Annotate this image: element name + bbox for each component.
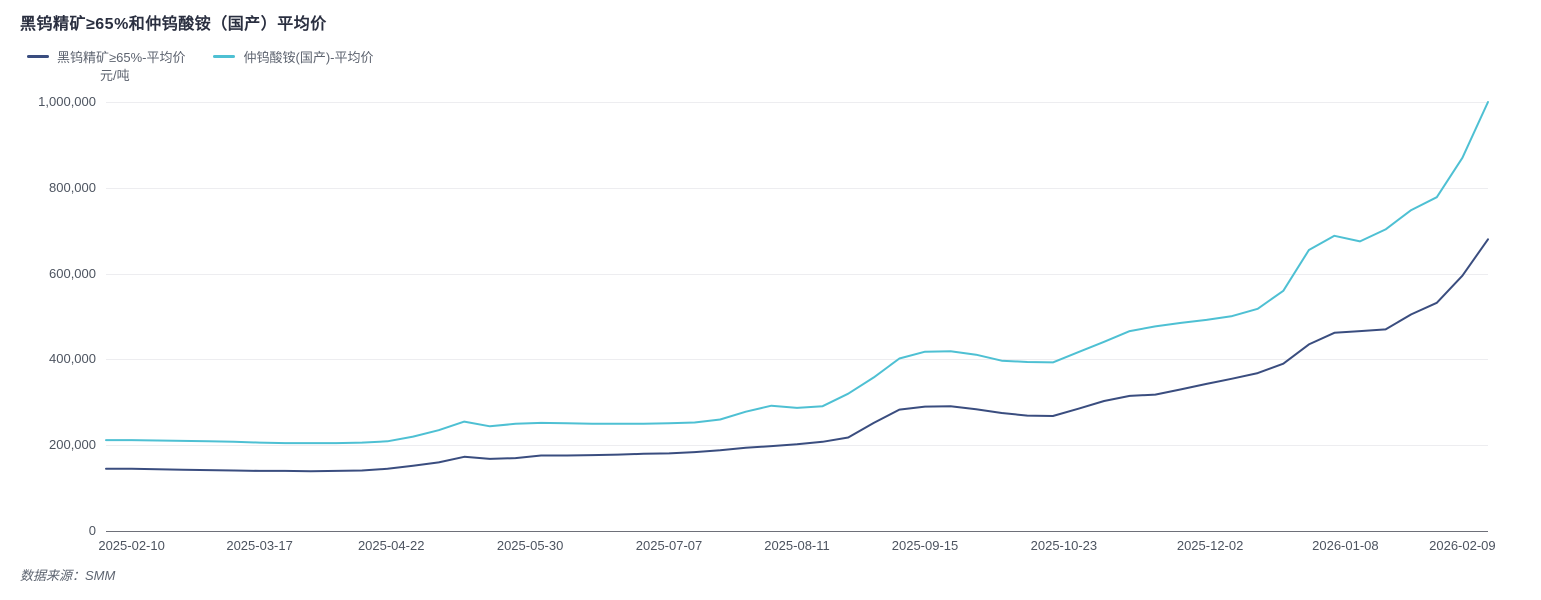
legend-item-1[interactable]: 仲钨酸铵(国产)-平均价 (213, 47, 373, 66)
x-axis-tick-label: 2026-01-08 (1312, 538, 1379, 553)
x-axis-tick-label: 2025-07-07 (635, 538, 703, 553)
data-source-note: 数据来源：SMM (20, 568, 116, 583)
legend-item-label: 黑钨精矿≥65%-平均价 (57, 50, 186, 65)
x-axis-tick-label: 2025-03-17 (226, 538, 293, 553)
y-axis-tick-label: 600,000 (49, 265, 96, 281)
x-axis-tick-label: 2026-02-09 (1429, 538, 1496, 553)
x-axis-tick-label: 2025-04-22 (357, 538, 425, 553)
series-line-1[interactable] (105, 101, 1489, 445)
x-axis-tick-label: 2025-02-10 (98, 538, 165, 553)
x-axis-tick-label: 2025-05-30 (496, 538, 564, 553)
y-axis-tick-label: 800,000 (49, 179, 96, 195)
y-axis-unit-label: 元/吨 (100, 68, 130, 83)
legend-item-label: 仲钨酸铵(国产)-平均价 (243, 50, 374, 65)
x-axis-tick-label: 2025-08-11 (764, 538, 830, 553)
legend-line-swatch (27, 55, 49, 58)
legend-line-swatch (213, 55, 236, 58)
y-axis-tick-label: 0 (88, 522, 96, 538)
series-line-0[interactable] (105, 238, 1489, 473)
legend-item-0[interactable]: 黑钨精矿≥65%-平均价 (27, 47, 185, 66)
x-axis-tick-label: 2025-10-23 (1030, 538, 1098, 553)
x-axis-tick-label: 2025-09-15 (891, 538, 959, 553)
y-axis-tick-label: 1,000,000 (38, 93, 96, 109)
legend: 黑钨精矿≥65%-平均价 仲钨酸铵(国产)-平均价 (27, 47, 373, 66)
x-axis-tick-label: 2025-12-02 (1176, 538, 1244, 553)
y-axis-tick-label: 200,000 (49, 436, 96, 452)
y-axis-tick-label: 400,000 (49, 350, 96, 366)
chart-title: 黑钨精矿≥65%和仲钨酸铵（国产）平均价 (20, 16, 327, 33)
